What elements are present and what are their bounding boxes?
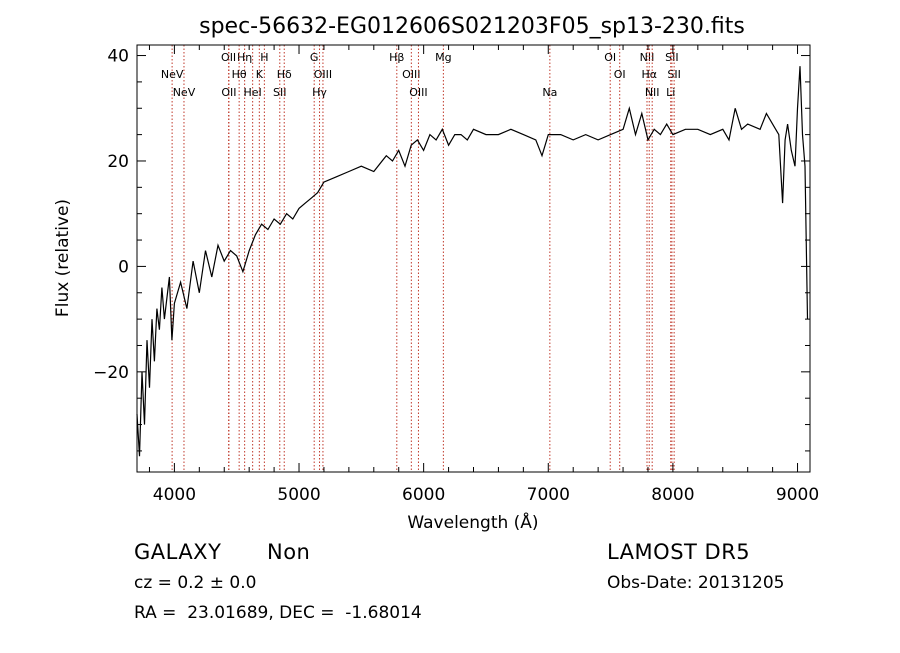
- object-subclass: Non: [267, 540, 311, 564]
- spectrum-layer: [136, 66, 809, 457]
- spectrum-line: [136, 66, 809, 457]
- line-marker-label-24: SII: [665, 51, 678, 64]
- line-marker-label-7: H: [260, 51, 268, 64]
- line-marker-label-15: OIII: [402, 68, 420, 81]
- line-marker-label-16: OIII: [409, 86, 427, 99]
- line-marker-label-22: Hα: [641, 68, 657, 81]
- line-marker-label-14: Hβ: [389, 51, 404, 64]
- line-marker-label-20: OI: [614, 68, 626, 81]
- redshift-cz: cz = 0.2 ± 0.0: [134, 573, 257, 593]
- x-tick-label-2: 6000: [402, 485, 445, 505]
- line-marker-label-18: Na: [542, 86, 557, 99]
- line-marker-label-26: Li: [666, 86, 675, 99]
- y-tick-label-1: 0: [118, 257, 129, 277]
- line-marker-label-13: Hγ: [312, 86, 327, 99]
- line-marker-label-5: Hθ: [232, 68, 247, 81]
- y-tick-label-2: 20: [107, 152, 129, 172]
- line-marker-label-4: Hη: [237, 51, 252, 64]
- x-tick-label-3: 7000: [527, 485, 570, 505]
- line-marker-label-3: OII: [221, 86, 236, 99]
- line-marker-label-11: G: [310, 51, 319, 64]
- x-tick-label-5: 9000: [776, 485, 819, 505]
- line-marker-label-2: OII: [221, 51, 236, 64]
- line-marker-label-19: OI: [604, 51, 616, 64]
- survey-name: LAMOST DR5: [607, 540, 751, 564]
- line-marker-layer: NeVNeVOIIOIIHηHθHeIHKSIIHδGOIIIHγHβOIIIO…: [161, 45, 681, 472]
- coordinates: RA = 23.01689, DEC = -1.68014: [134, 603, 422, 623]
- y-tick-label-0: −20: [93, 363, 129, 383]
- line-marker-label-0: NeV: [173, 86, 196, 99]
- line-marker-label-12: OIII: [314, 68, 332, 81]
- y-tick-label-3: 40: [107, 47, 129, 67]
- line-marker-label-8: K: [256, 68, 264, 81]
- line-marker-label-25: SII: [667, 68, 680, 81]
- observation-date: Obs-Date: 20131205: [607, 573, 785, 593]
- line-marker-label-10: Hδ: [277, 68, 292, 81]
- chart-title: spec-56632-EG012606S021203F05_sp13-230.f…: [199, 14, 745, 39]
- x-tick-label-1: 5000: [277, 485, 320, 505]
- line-marker-label-17: Mg: [435, 51, 451, 64]
- y-axis-label: Flux (relative): [53, 199, 73, 317]
- line-marker-label-23: NII: [645, 86, 660, 99]
- x-axis-label: Wavelength (Å): [407, 511, 538, 533]
- line-marker-label-9: SII: [273, 86, 286, 99]
- x-tick-label-0: 4000: [153, 485, 196, 505]
- line-marker-label-6: HeI: [243, 86, 261, 99]
- object-class: GALAXY: [134, 540, 222, 564]
- axis-layer: 4000 5000 6000 7000 8000 9000 −20 0 20 40: [93, 45, 819, 505]
- line-marker-label-1: NeV: [161, 68, 184, 81]
- x-tick-label-4: 8000: [651, 485, 694, 505]
- line-marker-label-21: NII: [640, 51, 655, 64]
